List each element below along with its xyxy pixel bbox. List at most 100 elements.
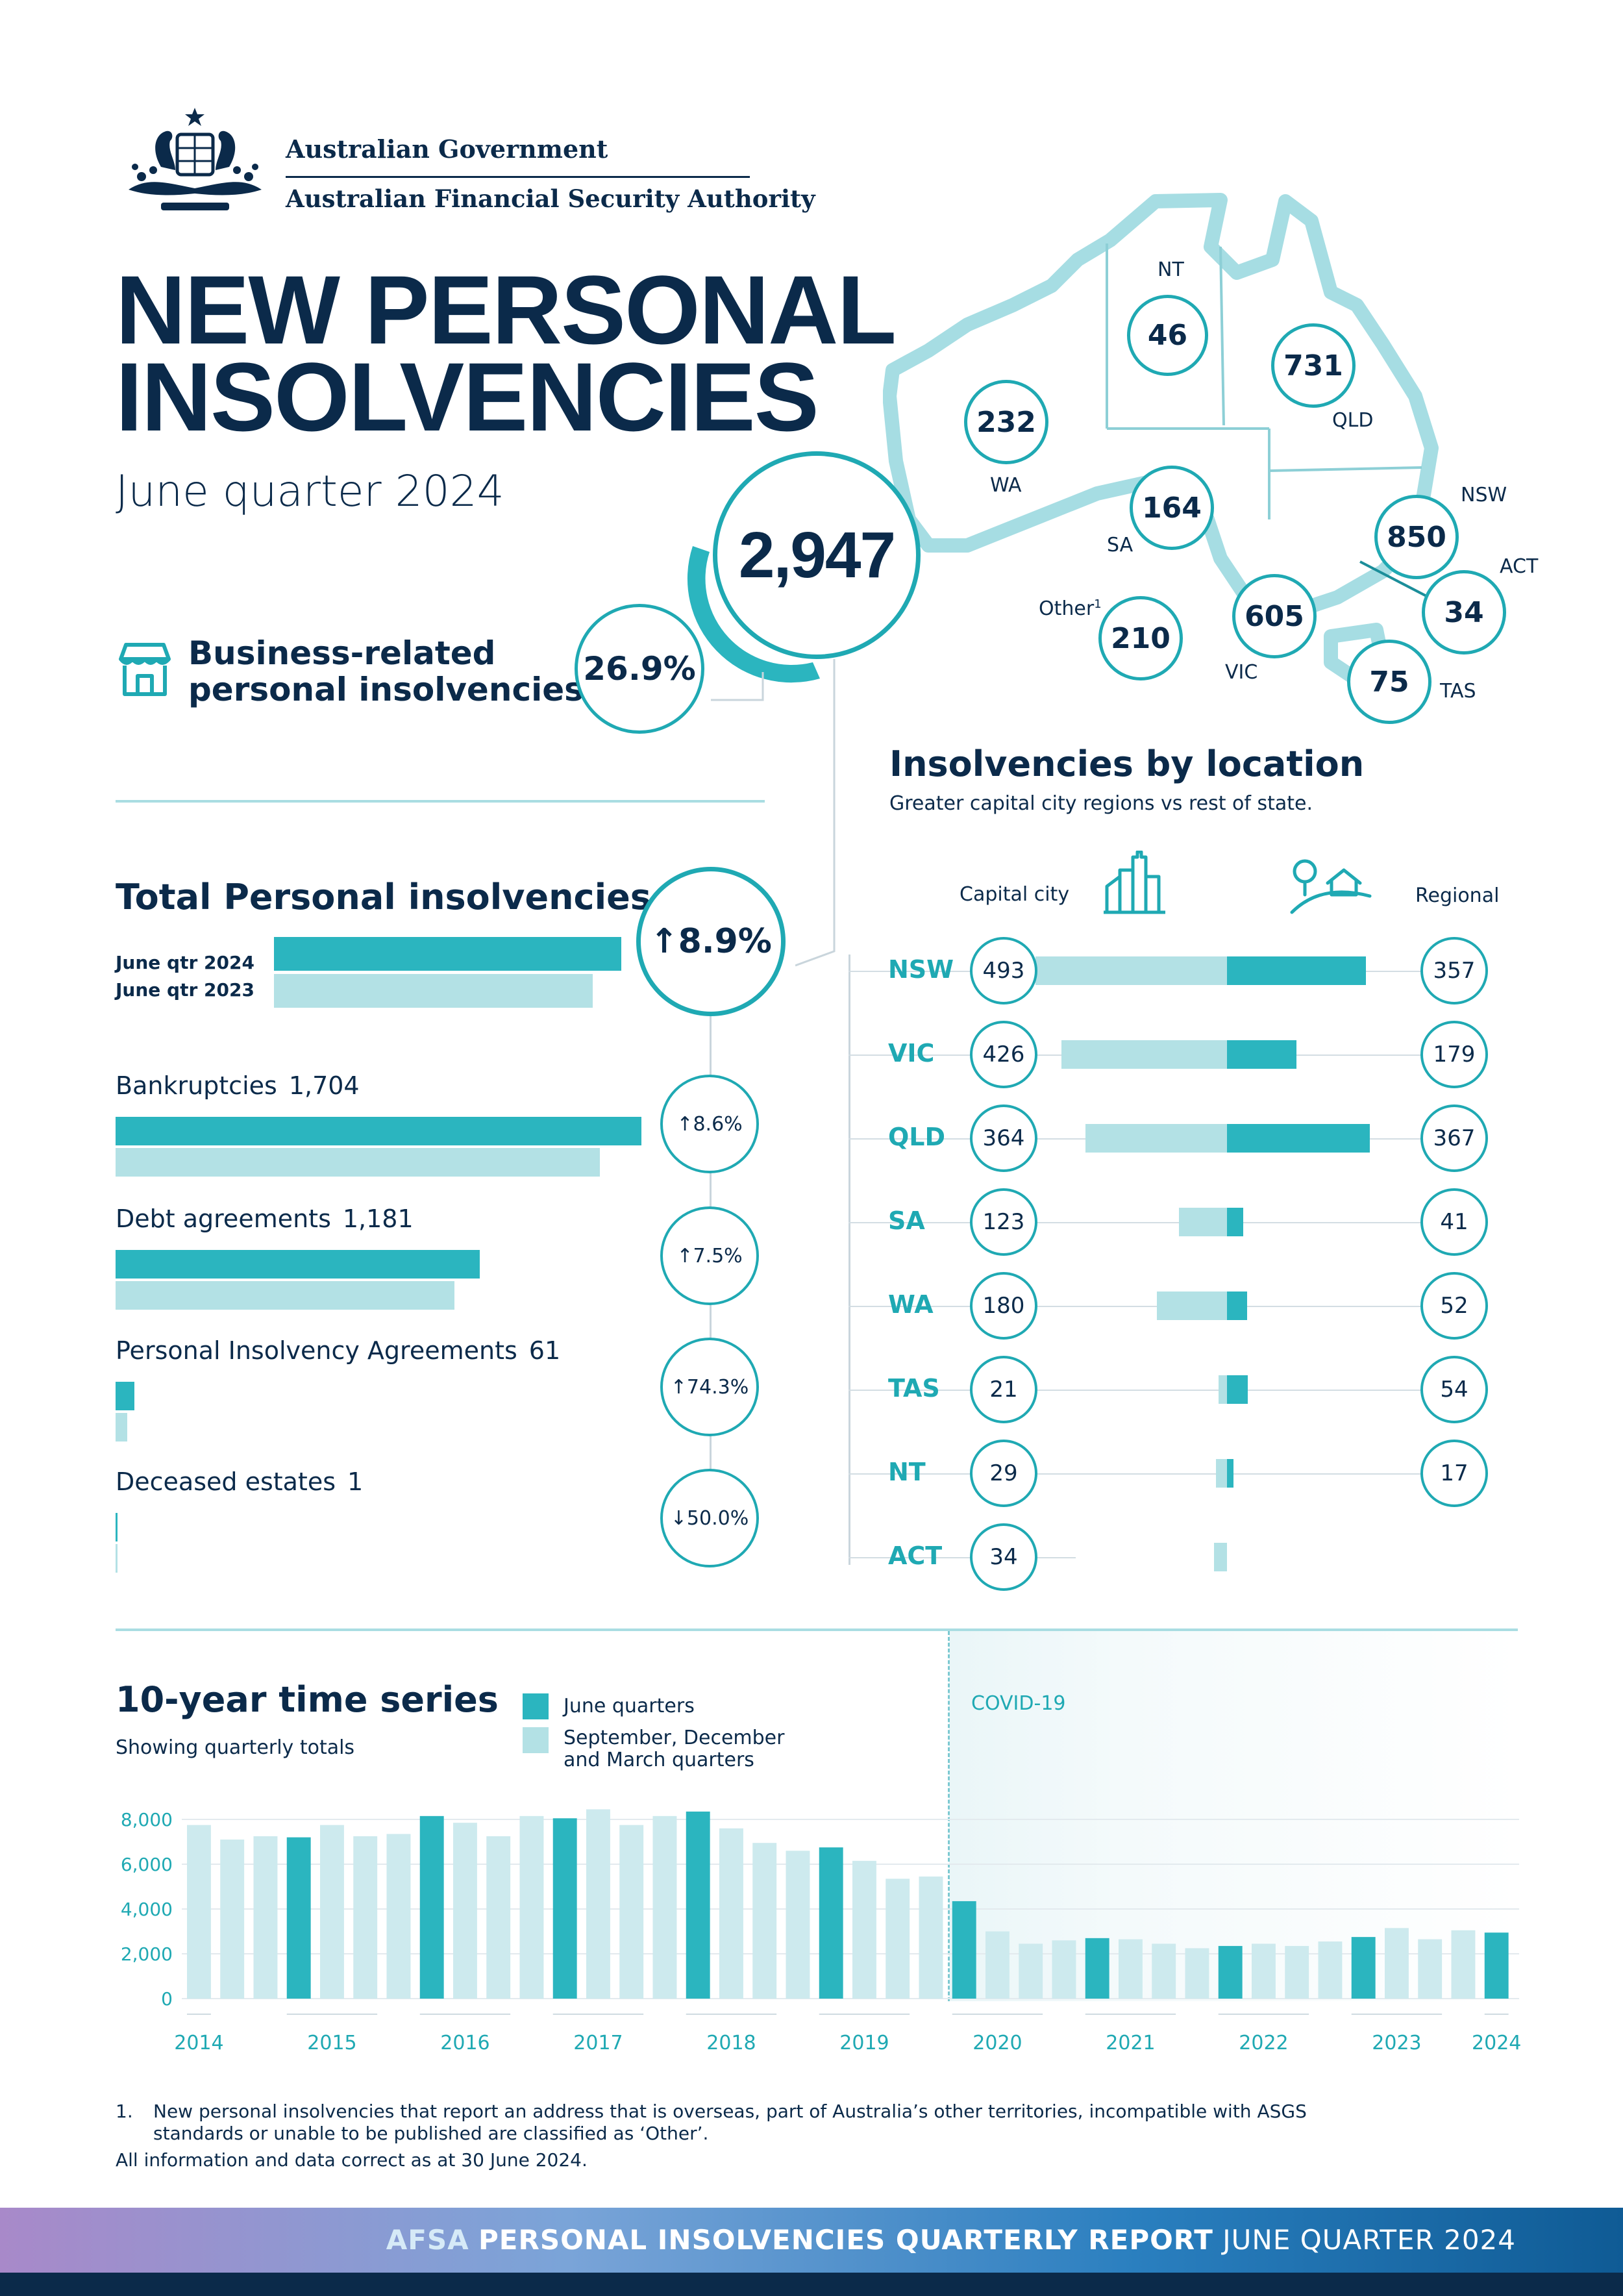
regional-bar — [1227, 1040, 1297, 1069]
map-label-sa: SA — [1107, 534, 1134, 556]
covid-label: COVID-19 — [971, 1692, 1066, 1715]
map-value-act-text: 34 — [1444, 595, 1484, 629]
y-tick-label: 6,000 — [121, 1854, 173, 1875]
category-change-arrow: ↑ — [676, 1244, 693, 1267]
map-label-wa: WA — [990, 474, 1022, 497]
category-change-arrow: ↑ — [676, 1112, 693, 1136]
capital-value-circle: 426 — [970, 1021, 1037, 1088]
business-pct-circle: 26.9% — [575, 604, 704, 734]
map-value-vic-text: 605 — [1245, 599, 1304, 633]
category-bar-2023 — [116, 1413, 127, 1441]
timeseries-chart: 0 2,000 4,000 6,000 8,000 2014 2015 2016 2017 201… — [121, 1809, 1522, 2054]
title-line-2: INSOLVENCIES — [116, 342, 819, 451]
other-quarter-bar — [320, 1825, 344, 1999]
regional-value-circle: 17 — [1420, 1440, 1488, 1507]
footnote-marker: 1 — [1094, 597, 1102, 611]
location-state: WA — [888, 1290, 934, 1319]
june-quarter-bar — [686, 1811, 710, 1999]
other-quarter-bar — [1385, 1928, 1409, 1999]
capital-value: 426 — [982, 1042, 1025, 1067]
category-label: Deceased estates 1 — [116, 1467, 363, 1496]
june-quarter-bar — [819, 1847, 843, 1999]
x-tick-label: 2017 — [573, 2032, 623, 2054]
totals-heading: Total Personal insolvencies — [116, 877, 651, 917]
x-tick-label: 2022 — [1239, 2032, 1288, 2054]
regional-bar — [1227, 1459, 1234, 1488]
other-quarter-bar — [619, 1825, 644, 1999]
timeseries-heading: 10-year time series — [116, 1679, 499, 1720]
location-row-line — [849, 1306, 1451, 1307]
capital-value-circle: 34 — [970, 1523, 1037, 1591]
title-line-1: NEW PERSONAL — [116, 255, 897, 364]
june-quarter-bar — [419, 1816, 444, 1999]
map-value-nt-text: 46 — [1147, 319, 1188, 352]
y-tick-label: 0 — [161, 1988, 173, 2010]
capital-value-circle: 364 — [970, 1104, 1037, 1172]
legend-2023: June qtr 2023 — [116, 979, 254, 1001]
map-value-nsw-text: 850 — [1387, 520, 1446, 554]
other-quarter-bar — [453, 1823, 477, 1999]
timeseries-subheading: Showing quarterly totals — [116, 1736, 355, 1759]
category-change-value: 8.6% — [693, 1112, 743, 1136]
capital-value: 29 — [989, 1460, 1018, 1486]
business-label: Business-related personal insolvencies — [188, 635, 584, 708]
business-share-arc — [687, 546, 820, 701]
regional-value-circle: 179 — [1420, 1021, 1488, 1088]
legend-other-line-1: September, December — [564, 1727, 785, 1749]
other-quarter-bar — [1318, 1941, 1343, 1999]
map-label-other-text: Other — [1039, 597, 1095, 620]
map-value-tas: 75 — [1347, 640, 1431, 724]
legend-june-swatch — [523, 1693, 549, 1719]
covid-marker-line — [948, 1631, 950, 2001]
regional-bar — [1227, 1292, 1248, 1320]
capital-bar — [1061, 1040, 1227, 1069]
x-tick-label: 2019 — [839, 2032, 889, 2054]
x-tick-label: 2018 — [706, 2032, 756, 2054]
legend-other-swatch — [523, 1727, 549, 1753]
capital-value: 34 — [989, 1544, 1018, 1570]
x-tick-label: 2023 — [1372, 2032, 1421, 2054]
category-change-circle: ↑8.6% — [660, 1075, 759, 1173]
x-tick-label: 2016 — [440, 2032, 489, 2054]
header-rule — [286, 176, 750, 178]
business-pct-value: 26.9% — [583, 650, 696, 688]
category-change-circle: ↑74.3% — [660, 1338, 759, 1436]
other-quarter-bar — [253, 1836, 278, 1999]
map-value-wa: 232 — [964, 380, 1048, 464]
regional-value: 52 — [1440, 1293, 1468, 1319]
total-change-arrow: ↑ — [650, 922, 678, 961]
location-state: SA — [888, 1206, 925, 1235]
footnote-line-2: standards or unable to be published are … — [153, 2123, 709, 2144]
location-state: NT — [888, 1458, 926, 1486]
agency-name: Australian Financial Security Authority — [286, 184, 815, 213]
june-quarter-bar — [1351, 1937, 1376, 1999]
category-bar-2024 — [116, 1513, 118, 1541]
category-change-text: ↑8.6% — [676, 1113, 742, 1136]
regional-label: Regional — [1415, 884, 1500, 907]
footnote-line-1: New personal insolvencies that report an… — [153, 2101, 1307, 2122]
capital-value-circle: 180 — [970, 1272, 1037, 1340]
category-change-circle: ↑7.5% — [660, 1206, 759, 1305]
location-state: ACT — [888, 1541, 943, 1570]
other-quarter-bar — [1418, 1939, 1443, 1999]
legend-2024: June qtr 2024 — [116, 952, 254, 973]
category-name: Debt agreements — [116, 1204, 331, 1233]
map-value-qld-text: 731 — [1283, 349, 1343, 382]
total-insolvencies-circle: 2,947 — [713, 451, 921, 659]
regional-value: 41 — [1440, 1209, 1468, 1235]
regional-value-circle: 54 — [1420, 1356, 1488, 1423]
other-quarter-bar — [386, 1834, 411, 1999]
other-quarter-bar — [586, 1809, 610, 1999]
legend-other-line-2: and March quarters — [564, 1749, 754, 1771]
category-change-value: 50.0% — [686, 1506, 749, 1530]
location-state: QLD — [888, 1123, 946, 1151]
map-label-tas: TAS — [1440, 680, 1476, 703]
june-quarter-bar — [1484, 1932, 1509, 1999]
category-change-arrow: ↑ — [670, 1375, 687, 1399]
other-quarter-bar — [1119, 1939, 1143, 1999]
location-state: TAS — [888, 1374, 940, 1403]
location-row-line — [849, 1557, 1076, 1558]
coat-of-arms-logo — [116, 105, 275, 219]
government-name: Australian Government — [286, 134, 608, 164]
map-value-act: 34 — [1422, 570, 1506, 655]
